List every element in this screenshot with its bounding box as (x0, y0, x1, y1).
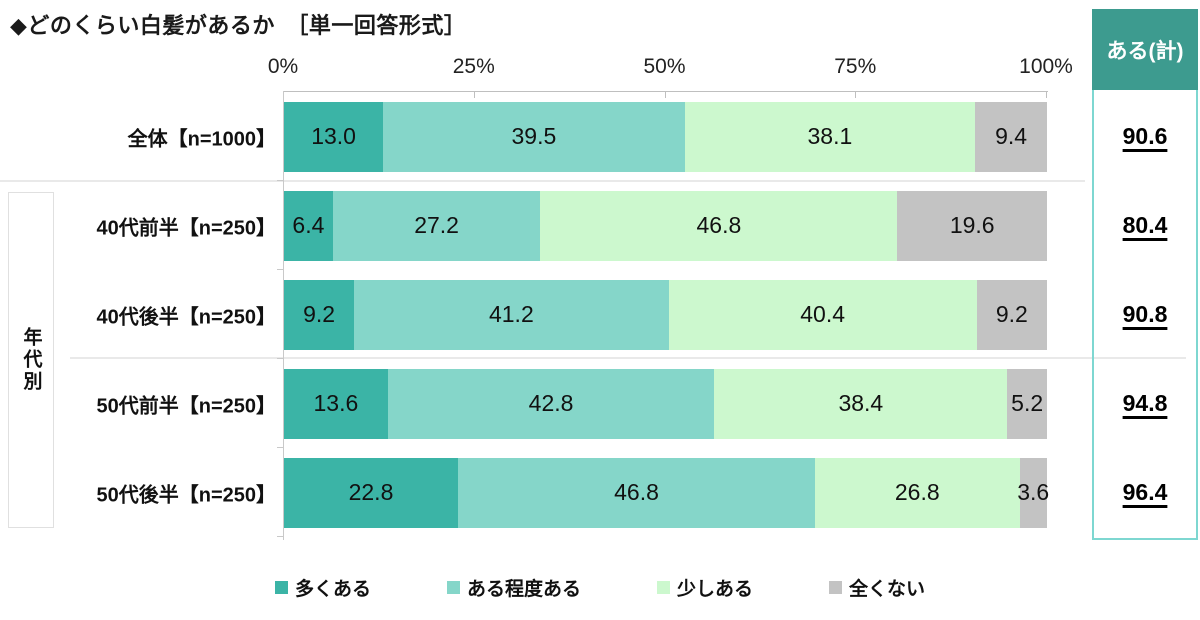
bar-segment: 13.6 (284, 368, 388, 439)
x-axis-tick-label: 25% (452, 55, 495, 78)
bar-segment: 9.2 (976, 279, 1047, 350)
bar-segment-value: 6.4 (292, 212, 325, 238)
stacked-bar-plot: 13.0 39.5 38.1 9.4 6.4 27.2 46.8 19.6 9.2 41.2 40.… (284, 92, 1050, 537)
bar-segment: 3.6 (1017, 457, 1050, 528)
summary-value: 80.4 (1122, 212, 1168, 238)
bar-row: 22.8 46.8 26.8 3.6 (284, 448, 1050, 537)
summary-column-header: ある(計) (1092, 9, 1198, 90)
bar-segment-value: 3.6 (1017, 479, 1050, 505)
bar-segment: 38.1 (684, 101, 976, 172)
x-axis-tick-mark (1046, 91, 1047, 98)
bar-segment-value: 13.0 (311, 123, 356, 149)
x-axis-tick-label: 50% (643, 55, 686, 78)
bar-segment-value: 9.2 (995, 301, 1028, 327)
row-label: 50代前半【n=250】 (96, 395, 276, 417)
legend-item: ある程度ある (446, 574, 581, 601)
bar-segment-value: 26.8 (894, 479, 940, 505)
chart-title: ◆どのくらい白髪があるか ［単一回答形式］ (10, 13, 467, 38)
bar-segment: 5.2 (1007, 368, 1047, 439)
summary-value: 96.4 (1122, 479, 1168, 505)
stacked-bar: 13.6 42.8 38.4 5.2 (284, 368, 1047, 439)
legend-label: 全くない (849, 578, 926, 600)
bar-segment-value: 38.1 (807, 123, 853, 149)
stacked-bar: 22.8 46.8 26.8 3.6 (284, 457, 1050, 528)
bar-segment: 39.5 (383, 101, 685, 172)
bar-segment: 38.4 (714, 368, 1008, 439)
summary-value: 90.8 (1122, 301, 1168, 327)
age-group-label: 年代別 (20, 327, 42, 393)
x-axis-tick-label: 0% (267, 55, 299, 78)
legend-marker-icon (446, 580, 460, 594)
x-axis-line (283, 91, 1048, 92)
bar-segment: 9.2 (284, 279, 355, 350)
bar-segment: 27.2 (332, 190, 541, 261)
legend-item: 全くない (829, 574, 925, 601)
legend-item: 少しある (657, 574, 753, 601)
bar-row: 9.2 41.2 40.4 9.2 (284, 270, 1047, 359)
legend: 多くある ある程度ある 少しある 全くない (0, 572, 1200, 602)
bar-segment-value: 39.5 (511, 123, 557, 149)
legend-item: 多くある (274, 574, 371, 601)
bar-segment-value: 19.6 (949, 212, 995, 238)
bar-segment: 26.8 (815, 457, 1020, 528)
row-label: 50代後半【n=250】 (96, 484, 276, 506)
bar-segment-value: 9.4 (995, 123, 1028, 149)
bar-row: 13.6 42.8 38.4 5.2 (284, 359, 1047, 448)
bar-segment: 46.8 (540, 190, 898, 261)
group-separator-middle (70, 357, 1186, 359)
bar-segment: 19.6 (897, 190, 1047, 261)
y-axis-line (283, 91, 284, 540)
bar-segment: 40.4 (668, 279, 977, 350)
age-group-box: 年代別 (8, 192, 54, 528)
stacked-bar: 13.0 39.5 38.1 9.4 (284, 101, 1047, 172)
stacked-bar: 9.2 41.2 40.4 9.2 (284, 279, 1047, 350)
legend-marker-icon (657, 580, 670, 594)
legend-marker-icon (274, 580, 288, 594)
bar-segment: 22.8 (284, 457, 458, 528)
bar-segment-value: 13.6 (313, 390, 359, 416)
bar-row: 6.4 27.2 46.8 19.6 (284, 181, 1047, 270)
x-axis-tick-mark (473, 91, 475, 98)
bar-segment-value: 22.8 (348, 479, 394, 505)
bar-segment: 13.0 (284, 101, 384, 172)
bar-segment-value: 9.2 (303, 301, 336, 327)
legend-label: 多くある (294, 578, 371, 600)
bar-segment: 42.8 (387, 368, 715, 439)
y-axis-tick-mark (277, 180, 284, 181)
bar-segment-value: 27.2 (414, 212, 459, 238)
bar-segment-value: 5.2 (1011, 390, 1044, 416)
stacked-bar: 6.4 27.2 46.8 19.6 (284, 190, 1047, 261)
legend-label: 少しある (677, 578, 754, 600)
y-axis-tick-mark (277, 536, 284, 537)
bar-row: 13.0 39.5 38.1 9.4 (284, 92, 1047, 181)
summary-value: 94.8 (1122, 390, 1168, 416)
x-axis-tick-label: 100% (1019, 55, 1073, 78)
row-label: 全体【n=1000】 (127, 128, 276, 150)
bar-segment-value: 41.2 (488, 301, 534, 327)
bar-segment-value: 38.4 (838, 390, 884, 416)
summary-value: 90.6 (1122, 123, 1168, 149)
legend-label: ある程度ある (466, 578, 581, 600)
bar-segment-value: 46.8 (696, 212, 742, 238)
bar-segment: 41.2 (354, 279, 669, 350)
x-axis-tick-mark (855, 91, 857, 98)
x-axis-tick-label: 75% (834, 55, 877, 78)
row-label: 40代後半【n=250】 (96, 306, 276, 328)
bar-segment: 46.8 (457, 457, 816, 528)
group-separator-top (0, 180, 1085, 182)
bar-segment-value: 40.4 (800, 301, 846, 327)
bar-segment: 6.4 (284, 190, 333, 261)
y-axis-tick-mark (277, 447, 284, 448)
y-axis-tick-mark (277, 358, 284, 359)
x-axis-tick-mark (664, 91, 666, 98)
row-label: 40代前半【n=250】 (96, 217, 276, 239)
bar-segment-value: 42.8 (528, 390, 574, 416)
summary-column: ある(計) 90.6 80.4 90.8 94.8 96.4 (1092, 9, 1198, 540)
bar-segment-value: 46.8 (614, 479, 659, 505)
legend-marker-icon (829, 580, 843, 594)
bar-segment: 9.4 (975, 101, 1047, 172)
y-axis-tick-mark (277, 269, 284, 270)
